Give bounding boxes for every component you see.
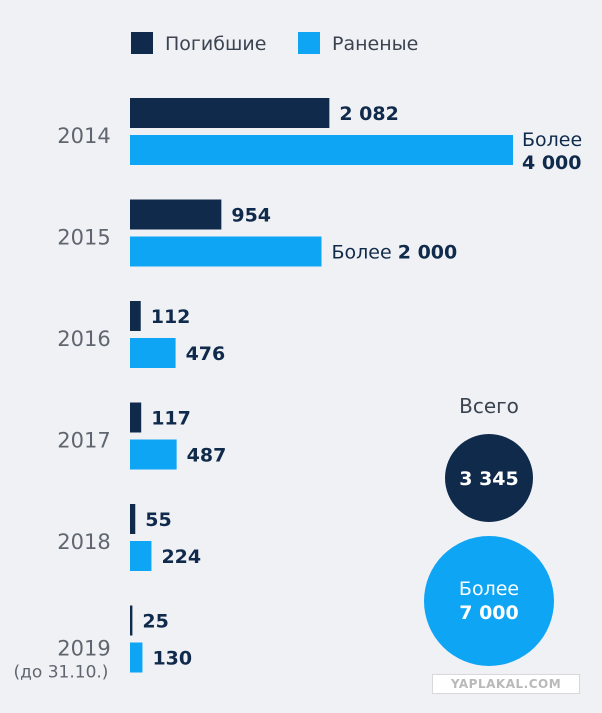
- value-label-killed-2018: 55: [145, 509, 171, 531]
- value-label-wounded-2015: Более 2 000: [332, 242, 458, 264]
- value-label-killed-2015: 954: [231, 205, 271, 227]
- value-label-wounded-2016: 476: [186, 343, 226, 365]
- value-label-killed-2019: 25: [142, 611, 168, 633]
- total-wounded-prefix: Более: [459, 578, 519, 600]
- year-label-2018: 2018: [57, 530, 110, 554]
- bar-wounded-2017: [130, 439, 177, 470]
- year-label-2017: 2017: [57, 429, 110, 453]
- bar-killed-2017: [130, 402, 142, 433]
- bar-killed-2018: [130, 504, 136, 534]
- value-label-wounded-2017: 487: [187, 445, 227, 467]
- bar-wounded-2018: [130, 541, 152, 571]
- bar-killed-2019: [130, 605, 133, 636]
- value-label-wounded-2018: 224: [161, 546, 201, 568]
- total-killed-circle: [445, 434, 533, 522]
- value-prefix-wounded-2014: Более: [522, 129, 582, 151]
- value-label-killed-2017: 117: [151, 408, 191, 430]
- legend-label-wounded: Раненые: [332, 33, 418, 55]
- bar-wounded-2016: [130, 338, 176, 368]
- bar-killed-2016: [130, 301, 141, 331]
- year-label-2016: 2016: [57, 327, 110, 351]
- value-label-wounded-2014: 4 000: [522, 152, 582, 174]
- bar-killed-2015: [130, 199, 222, 230]
- value-label-killed-2014: 2 082: [339, 103, 399, 125]
- bar-killed-2014: [130, 98, 330, 128]
- year-label-2019: 2019: [57, 637, 110, 661]
- legend-label-killed: Погибшие: [165, 33, 266, 55]
- year-label-2014: 2014: [57, 124, 110, 148]
- bar-wounded-2014: [130, 135, 513, 165]
- totals-title: Всего: [459, 394, 519, 418]
- bar-wounded-2019: [130, 642, 143, 673]
- legend-swatch-killed: [131, 32, 153, 54]
- value-number-wounded-2015: 2 000: [398, 242, 458, 264]
- year-note-2019: (до 31.10.): [14, 663, 109, 683]
- value-label-killed-2016: 112: [151, 306, 191, 328]
- legend: Погибшие Раненые: [131, 32, 418, 55]
- total-wounded-circle: [424, 536, 554, 666]
- total-killed-value: 3 345: [459, 468, 519, 490]
- bar-wounded-2015: [130, 236, 322, 267]
- value-prefix-wounded-2015: Более: [332, 242, 398, 264]
- value-label-wounded-2019: 130: [152, 648, 192, 670]
- watermark: YAPLAKAL.COM: [432, 674, 580, 694]
- totals: Всего 3 345 Более 7 000: [424, 394, 554, 666]
- legend-swatch-wounded: [298, 32, 320, 54]
- year-label-2015: 2015: [57, 226, 110, 250]
- total-wounded-value: 7 000: [459, 602, 519, 624]
